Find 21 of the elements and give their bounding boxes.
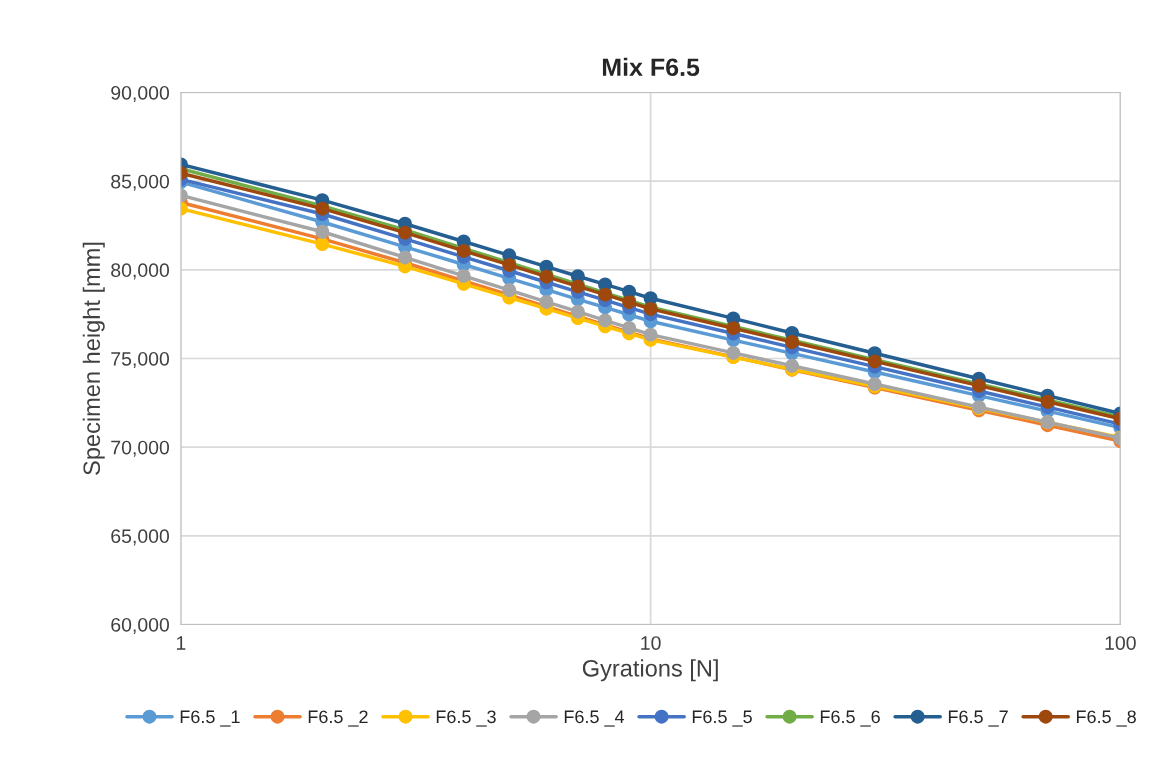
legend-label: F6.5 _6 xyxy=(820,710,880,727)
x-tick-label: 100 xyxy=(1105,636,1136,650)
y-tick-label: 90,000 xyxy=(111,85,170,103)
legend-label: F6.5 _4 xyxy=(564,710,625,727)
x-axis-title: Gyrations [N] xyxy=(582,659,718,682)
legend-label: F6.5 _5 xyxy=(692,710,752,727)
legend-label: F6.5 _1 xyxy=(180,710,240,727)
x-tick-label: 10 xyxy=(641,636,661,650)
y-tick-label: 85,000 xyxy=(111,174,170,191)
legend-label: F6.5 _2 xyxy=(308,710,368,727)
y-tick-label: 75,000 xyxy=(111,351,170,369)
legend-label: F6.5 _7 xyxy=(948,710,1008,727)
chart-title: Mix F6.5 xyxy=(602,57,700,77)
y-axis-title: Specimen height [mm] xyxy=(82,242,105,475)
y-tick-label: 65,000 xyxy=(111,529,170,546)
legend-label: F6.5 _8 xyxy=(1076,710,1136,727)
legend-label: F6.5 _3 xyxy=(436,710,496,727)
y-tick-label: 60,000 xyxy=(111,617,170,635)
y-tick-label: 80,000 xyxy=(111,263,170,280)
x-tick-label: 1 xyxy=(176,636,186,650)
y-tick-label: 70,000 xyxy=(111,440,170,457)
